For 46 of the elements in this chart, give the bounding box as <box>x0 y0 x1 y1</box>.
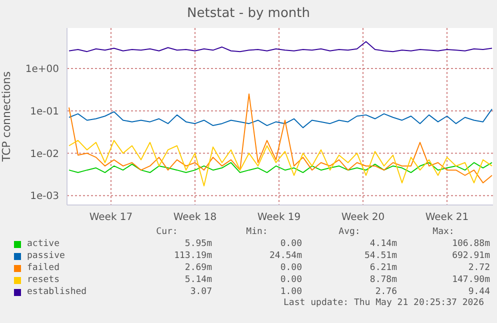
chart-title: Netstat - by month <box>186 6 311 21</box>
y-tick-label: 1e-02 <box>30 148 59 160</box>
line-series <box>68 41 492 52</box>
text: 2.76 <box>374 286 397 298</box>
text: 113.19m <box>173 250 212 262</box>
text: Cur: <box>155 226 179 238</box>
y-axis-title: TCP connections <box>0 71 13 163</box>
y-tick-label: 1e-03 <box>30 191 59 202</box>
x-tick-label: Week 19 <box>257 212 301 224</box>
text: 147.90m <box>451 274 490 286</box>
text: 6.21m <box>368 262 397 274</box>
text: 24.54m <box>268 250 302 262</box>
legend-label: established <box>27 286 87 298</box>
y-tick-label: 1e-01 <box>30 106 59 118</box>
text: Last update: Thu May 21 20:25:37 2026 <box>282 298 485 308</box>
text: 0.00 <box>279 262 302 274</box>
line-series <box>68 108 492 128</box>
text: 2.69m <box>184 262 212 274</box>
text: 4.14m <box>368 238 397 250</box>
text: 5.14m <box>184 274 212 286</box>
text: 3.07 <box>189 286 212 298</box>
line-series <box>68 162 492 174</box>
text: Max: <box>432 226 456 238</box>
legend-label: active <box>27 238 60 250</box>
line-series <box>68 93 492 184</box>
text: 692.91m <box>451 250 490 262</box>
x-tick-label: Week 18 <box>173 212 217 224</box>
text: Avg: <box>338 226 362 238</box>
text: 2.72 <box>467 262 490 274</box>
text: 0.00 <box>279 238 302 250</box>
text: 1.00 <box>279 286 302 298</box>
y-tick-label: 1e+00 <box>25 64 59 75</box>
x-tick-label: Week 21 <box>425 212 469 224</box>
legend-label: passive <box>27 250 65 262</box>
text: 0.00 <box>279 274 302 286</box>
legend-label: resets <box>27 274 60 286</box>
text: 54.51m <box>363 250 397 262</box>
line-series <box>68 140 492 186</box>
legend-label: failed <box>27 262 60 274</box>
x-tick-label: Week 20 <box>341 212 385 224</box>
text: 9.44 <box>467 286 490 298</box>
text: 8.78m <box>368 274 397 286</box>
text: 106.88m <box>451 238 490 250</box>
text: Min: <box>245 226 269 238</box>
text: 5.95m <box>184 238 212 250</box>
x-tick-label: Week 17 <box>89 212 133 224</box>
